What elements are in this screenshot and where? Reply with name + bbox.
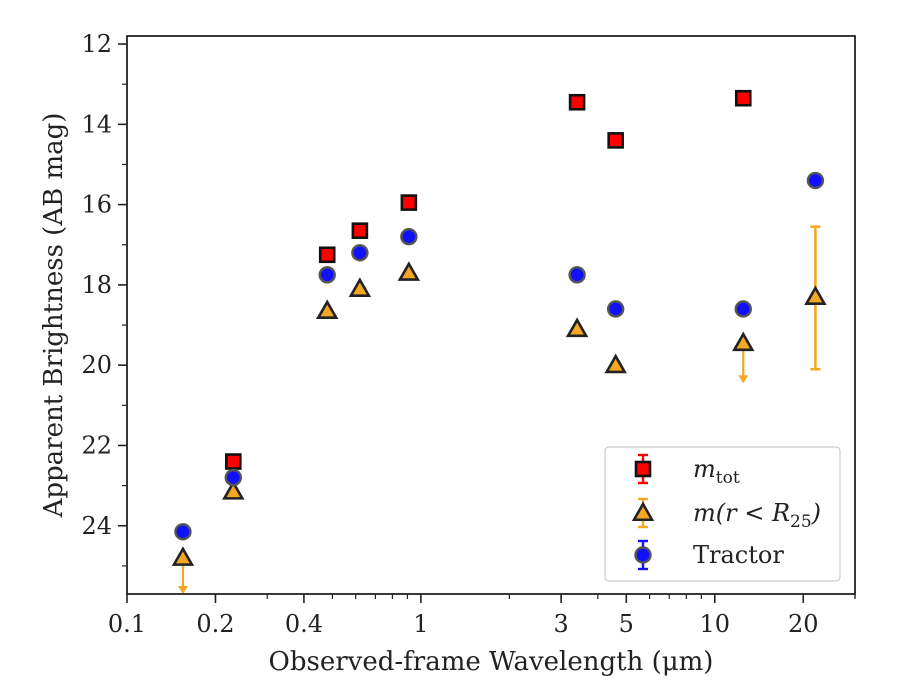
data-point-triangle bbox=[804, 285, 827, 305]
data-point-circle bbox=[351, 244, 369, 262]
y-tick-label: 16 bbox=[81, 191, 112, 219]
x-tick-label: 10 bbox=[700, 610, 731, 638]
legend-label: Tractor bbox=[693, 541, 784, 569]
x-tick-label: 0.1 bbox=[108, 610, 146, 638]
legend-label: m(r < R25) bbox=[693, 499, 821, 532]
data-point-square bbox=[225, 453, 242, 470]
data-point-square bbox=[400, 194, 418, 211]
legend-box bbox=[604, 446, 841, 582]
legend-marker-triangle bbox=[631, 501, 655, 522]
data-point-triangle bbox=[222, 480, 245, 500]
x-tick-label: 3 bbox=[553, 610, 568, 638]
legend-marker-square bbox=[634, 460, 652, 478]
y-axis-label: Apparent Brightness (AB mag) bbox=[39, 113, 69, 519]
legend-marker-circle bbox=[634, 546, 652, 564]
data-point-circle bbox=[318, 266, 336, 284]
data-point-circle bbox=[806, 171, 825, 190]
x-axis-label: Observed-frame Wavelength (μm) bbox=[269, 647, 714, 677]
x-tick-label: 20 bbox=[788, 610, 819, 638]
upper-limit-arrowhead bbox=[177, 586, 188, 594]
data-point-triangle bbox=[397, 261, 421, 281]
y-tick-label: 18 bbox=[81, 271, 112, 299]
data-point-square bbox=[734, 89, 752, 107]
data-point-triangle bbox=[604, 353, 627, 374]
data-point-circle bbox=[568, 266, 586, 284]
data-point-circle bbox=[174, 523, 192, 541]
data-point-triangle bbox=[565, 317, 589, 338]
y-tick-label: 22 bbox=[81, 431, 112, 459]
data-point-square bbox=[607, 132, 624, 149]
data-point-square bbox=[568, 93, 586, 111]
plot-area bbox=[171, 89, 827, 594]
data-point-circle bbox=[224, 468, 243, 487]
axes: 12 14 16 18 20 22 24 0.1 0.2 0.4 1 3 5 10 20 bbox=[81, 30, 856, 638]
data-point-triangle bbox=[171, 546, 195, 566]
data-point-triangle bbox=[315, 299, 339, 320]
x-tick-label: 1 bbox=[413, 610, 428, 638]
legend-label: mtot bbox=[693, 455, 740, 488]
data-point-triangle bbox=[348, 277, 372, 297]
data-point-square bbox=[318, 246, 336, 264]
x-tick-label: 0.2 bbox=[196, 610, 234, 638]
x-tick-label: 5 bbox=[619, 610, 634, 638]
y-tick-label: 12 bbox=[81, 30, 112, 58]
data-point-circle bbox=[606, 300, 625, 318]
data-point-circle bbox=[734, 300, 752, 318]
plot-frame bbox=[126, 35, 856, 595]
data-point-square bbox=[351, 222, 369, 239]
y-tick-label: 24 bbox=[81, 512, 112, 540]
upper-limit-arrowhead bbox=[738, 375, 749, 384]
y-tick-label: 20 bbox=[81, 351, 112, 379]
data-point-triangle bbox=[732, 331, 755, 352]
data-point-circle bbox=[400, 228, 418, 246]
x-tick-label: 0.4 bbox=[285, 610, 323, 638]
legend: mtot m(r < R25) Tractor bbox=[604, 446, 841, 582]
y-tick-label: 14 bbox=[81, 110, 112, 138]
